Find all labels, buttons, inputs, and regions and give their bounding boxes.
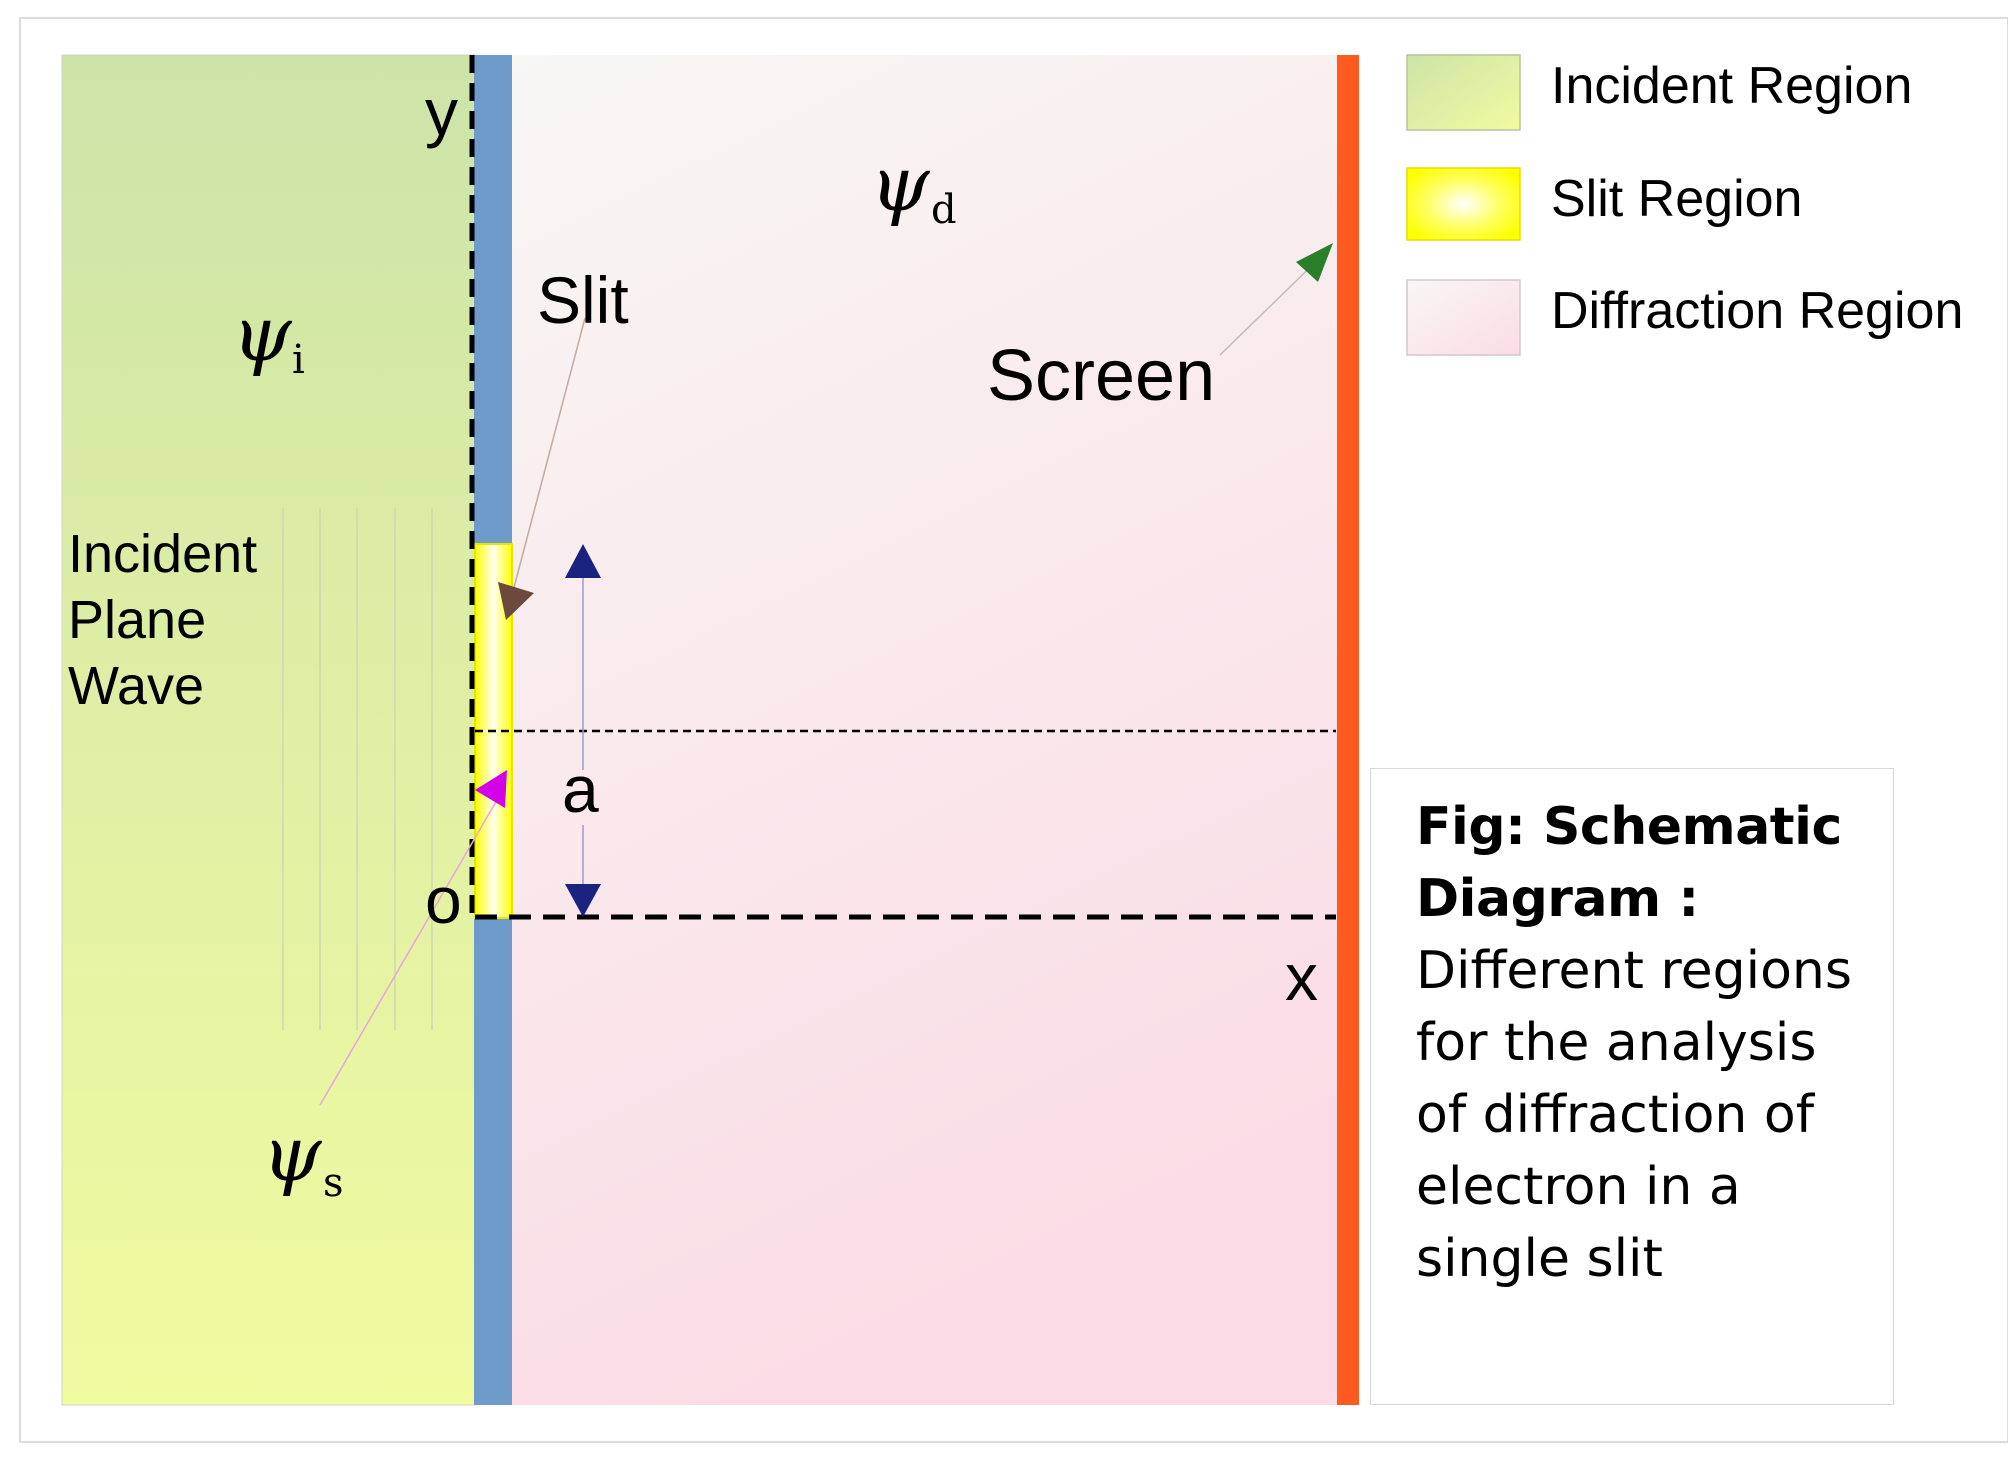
caption-title: Fig: Schematic Diagram :: [1416, 797, 1842, 929]
incident-region: [61, 54, 476, 1406]
slit-label: Slit: [537, 263, 629, 337]
incident-wave-line-1: Incident: [68, 524, 257, 584]
screen: [1337, 55, 1359, 1405]
caption-body: Different regions for the analysis of di…: [1416, 941, 1852, 1289]
slit-width-label: a: [562, 752, 599, 826]
origin-label: o: [425, 863, 462, 937]
slit-leader-line: [511, 317, 586, 596]
psi-s-label: ψ s: [262, 1109, 344, 1206]
legend-swatch-slit: [1406, 167, 1521, 241]
legend-swatch-incident: [1406, 54, 1521, 131]
legend-label-slit: Slit Region: [1551, 170, 1802, 228]
incident-wave-line-2: Plane: [68, 590, 206, 650]
psi-d-subscript: d: [931, 187, 957, 233]
figure-caption: Fig: Schematic Diagram : Different regio…: [1370, 768, 1894, 1405]
psi-d-label: ψ d: [870, 139, 957, 233]
psi-i-subscript: i: [292, 337, 305, 383]
screen-leader-arrowhead: [1296, 243, 1333, 282]
psi-s-leader-arrowhead: [475, 770, 507, 808]
x-axis-label: x: [1285, 940, 1318, 1014]
psi-s-subscript: s: [323, 1160, 344, 1206]
slit-leader-arrowhead: [498, 582, 534, 620]
y-axis-label: y: [425, 75, 458, 149]
psi-i-symbol: ψ: [232, 289, 293, 378]
incident-wavefronts: [282, 508, 433, 1030]
incident-wave-line-3: Wave: [68, 656, 204, 716]
psi-i-label: ψ i: [232, 289, 305, 383]
slit-width-arrowhead-down: [565, 884, 601, 917]
incident-wave-label: Incident Plane Wave: [68, 524, 257, 716]
slit-width-arrowhead-up: [565, 544, 601, 578]
legend: Incident Region Slit Region Diffraction …: [1406, 54, 1963, 356]
screen-label: Screen: [987, 336, 1215, 416]
legend-label-incident: Incident Region: [1551, 57, 1912, 115]
page-border: [19, 17, 2008, 1443]
psi-d-symbol: ψ: [870, 139, 931, 228]
legend-label-diffraction: Diffraction Region: [1551, 282, 1963, 340]
psi-s-symbol: ψ: [262, 1109, 323, 1198]
psi-s-leader-line: [319, 799, 498, 1106]
legend-swatch-diffraction: [1406, 279, 1521, 356]
